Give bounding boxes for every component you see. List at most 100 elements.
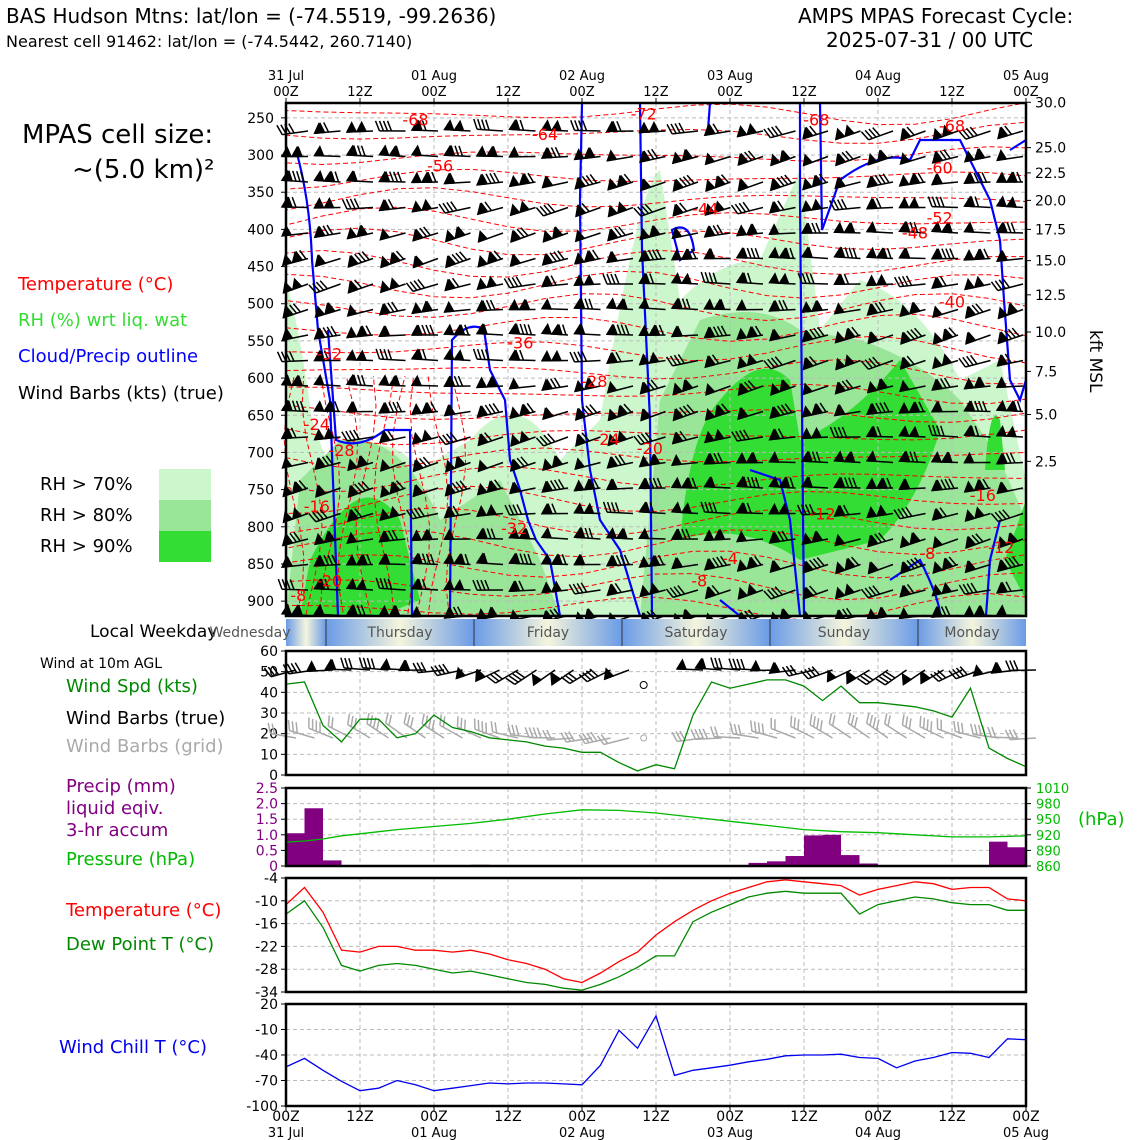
wind-barb [990,278,1024,292]
wind-barb [475,145,504,158]
kft-tick-label: 10.0 [1035,325,1066,341]
wind-barb [703,325,731,339]
grid-wind-barb [883,713,907,739]
wind-barb [833,246,861,260]
bottom-time-label: 12Z [938,1109,965,1125]
wind-barb [737,353,764,370]
wind-barb [833,404,861,417]
kft-tick-label: 17.5 [1035,222,1066,238]
weekday-label: Monday [944,625,999,641]
wind-barb [768,451,796,464]
wind-barb [308,509,341,523]
wind-barb [573,553,601,566]
cloud-outline [984,519,1002,617]
cloud-outline [1009,139,1027,151]
legend-wind-chill: Wind Chill T (°C) [59,1037,207,1058]
wind-barb [410,578,439,591]
temperature-contour [285,206,1027,232]
cloud-outline [798,103,806,617]
wind-barb [670,297,699,311]
wind-barb [670,453,699,467]
wind-barb [801,326,829,343]
wind-barb [835,150,861,167]
kft-tick-label: 15.0 [1035,254,1066,270]
surface-wind-barb [486,669,519,684]
chart-title: BAS Hudson Mtns: lat/lon = (-74.5519, -9… [6,4,497,28]
wind-barb [573,273,601,286]
grid-wind-barb [953,720,981,739]
wind-barb [768,328,796,342]
rh-legend-80: RH > 80% [40,505,133,526]
temperature-label: -40 [939,292,965,311]
grid-wind-barb [936,718,963,739]
wind-barb [737,380,764,397]
wind-barb [476,275,504,291]
top-time-label: 00Z [421,85,447,100]
wind-barb [542,407,569,421]
temperature-contour [285,592,1027,621]
temperature-label: -8 [919,544,935,563]
wind-barb [540,502,569,515]
pressure-tick-label: 350 [247,185,274,201]
wind-barb [963,424,991,438]
rh-swatch-80 [159,500,211,531]
wind-barb [405,279,439,293]
temperature-contour [285,465,1027,493]
wind-barb [833,273,861,285]
bottom-date-label: 31 Jul [268,1126,304,1140]
wind-barb [410,171,439,184]
wind-barb [633,432,666,446]
wind-barb [639,225,666,241]
pressure-tick-label: 900 [247,594,274,610]
wind-barb [703,528,731,542]
temperature-label: -52 [927,208,953,227]
pressure-tick-label: 500 [247,297,274,313]
wind-barb [476,402,504,418]
wind-barb [705,382,731,396]
wind-barb [802,382,829,396]
wind-barb [735,502,764,515]
wind-barb [963,195,991,209]
grid-wind-barb [366,712,389,739]
y-tick-label: -22 [255,939,278,955]
wind-barb [736,325,764,340]
weekday-segment [770,619,918,646]
wind-barb [605,297,634,311]
wind-barb [735,530,764,543]
wind-barb [605,527,634,540]
temperature-panel-frame [284,876,1028,994]
wind-barb [997,327,1024,345]
temperature-contour [285,313,1027,342]
wind-barb [833,450,861,464]
wind-barb [802,173,829,191]
temperature-contour [285,168,1027,190]
wind-barb [898,401,926,414]
wind-barb [508,552,536,566]
wind-barb [313,122,341,135]
wind-barb [379,277,406,294]
wind-barb [833,221,861,234]
wind-barb [829,426,861,438]
wind-barb [410,401,439,416]
wind-barb [443,404,471,417]
wind-barb [475,503,504,518]
wind-barb [475,552,504,566]
wind-barb [932,305,959,319]
top-time-label: 00Z [273,85,299,100]
wind-barb [703,428,731,444]
wind-barb [866,173,894,189]
surface-wind-barb [875,669,907,686]
wind-barb [540,553,569,566]
temperature-contour [285,102,1027,126]
temperature-label: -12 [809,504,835,523]
wind-barb [801,402,829,418]
wind-barb [860,585,894,599]
wind-barb [737,178,764,192]
pressure-tick-label: 920 [1036,829,1061,844]
wind-barb [475,323,504,336]
wind-barb [963,221,991,234]
wind-barb [443,348,471,362]
wind-barb [541,250,569,266]
wind-barb [736,555,764,572]
wind-barb [345,373,374,387]
